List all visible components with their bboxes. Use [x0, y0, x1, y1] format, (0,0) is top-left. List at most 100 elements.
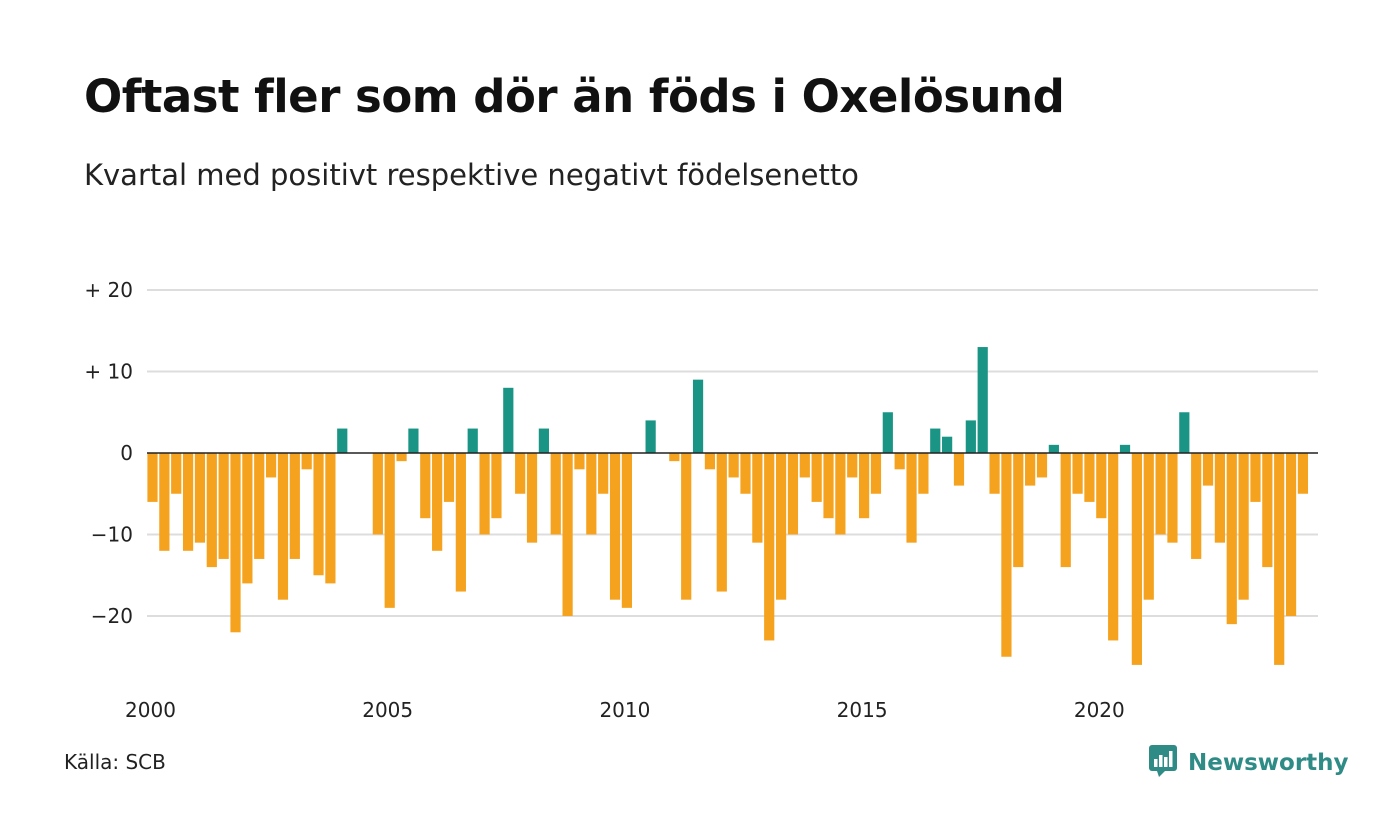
bar-negative	[1202, 453, 1214, 486]
x-tick-labels: 2000 2005 2010 2015 2020	[125, 698, 1125, 722]
bar-negative	[1084, 453, 1095, 502]
bar-negative	[894, 453, 905, 470]
bar-negative	[194, 453, 206, 543]
bar-negative	[455, 453, 466, 592]
bar-negative	[479, 453, 490, 535]
bar-negative	[811, 453, 822, 502]
bar-negative	[1001, 453, 1012, 657]
bar-negative	[953, 453, 965, 486]
bar-chart: + 20 + 10 0 −10 −20 2000 2005 2010 2015 2020	[84, 278, 1318, 722]
bar-negative	[989, 453, 1000, 494]
bar-negative	[823, 453, 834, 519]
bar-negative	[182, 453, 194, 551]
bar-positive	[645, 420, 656, 453]
bar-negative	[147, 453, 158, 502]
bar-negative	[254, 453, 265, 559]
bar-negative	[1191, 453, 1202, 559]
bar-negative	[1072, 453, 1083, 494]
x-tick-label: 2000	[125, 698, 176, 722]
bar-negative	[1238, 453, 1249, 600]
y-tick-labels: + 20 + 10 0 −10 −20	[84, 278, 133, 628]
bar-negative	[443, 453, 455, 502]
bar-negative	[859, 453, 870, 519]
bar-negative	[526, 453, 538, 543]
bar-negative	[1060, 453, 1071, 568]
bar-negative	[1285, 453, 1297, 616]
bar-negative	[218, 453, 229, 559]
bar-positive	[538, 428, 549, 453]
bar-negative	[396, 453, 407, 462]
bar-negative	[289, 453, 300, 559]
bar-negative	[728, 453, 739, 478]
bar-positive	[942, 436, 953, 453]
bar-negative	[918, 453, 929, 494]
brand-name: Newsworthy	[1188, 750, 1349, 776]
bar-negative	[206, 453, 217, 568]
bar-negative	[574, 453, 585, 470]
y-tick-label: + 20	[84, 278, 133, 302]
bar-negative	[586, 453, 597, 535]
bar-negative	[1262, 453, 1273, 568]
bar-positive	[692, 379, 704, 453]
bar-negative	[1274, 453, 1285, 665]
chart-title: Oftast fler som dör än föds i Oxelösund	[84, 70, 1065, 123]
bar-negative	[1214, 453, 1225, 543]
x-tick-label: 2015	[837, 698, 888, 722]
bar-negative	[515, 453, 526, 494]
bar-positive	[1179, 412, 1190, 453]
bar-positive	[965, 420, 976, 453]
bar-negative	[230, 453, 241, 633]
bar-negative	[277, 453, 289, 600]
bar-negative	[171, 453, 182, 494]
bar-negative	[870, 453, 882, 494]
y-tick-label: 0	[120, 441, 133, 465]
bars	[147, 347, 1309, 665]
gridlines	[147, 289, 1318, 617]
bar-negative	[740, 453, 751, 494]
source-note: Källa: SCB	[64, 750, 166, 774]
bar-negative	[775, 453, 787, 600]
bar-negative	[906, 453, 917, 543]
brand-logo[interactable]: Newsworthy	[1148, 744, 1349, 782]
bar-positive	[408, 428, 419, 453]
bar-negative	[384, 453, 395, 608]
bar-negative	[372, 453, 383, 535]
chart-subtitle: Kvartal med positivt respektive negativt…	[84, 158, 859, 192]
bar-negative	[1036, 453, 1048, 478]
y-tick-label: −20	[91, 604, 133, 628]
bar-negative	[432, 453, 443, 551]
bar-negative	[764, 453, 775, 641]
bar-negative	[550, 453, 561, 535]
bar-positive	[503, 387, 514, 453]
bar-positive	[1119, 444, 1131, 453]
bar-negative	[1108, 453, 1119, 641]
bar-negative	[1297, 453, 1309, 494]
bar-negative	[681, 453, 692, 600]
x-tick-label: 2010	[599, 698, 650, 722]
bar-negative	[716, 453, 727, 592]
bar-negative	[313, 453, 324, 576]
bar-negative	[491, 453, 502, 519]
bar-negative	[1226, 453, 1237, 625]
bar-positive	[930, 428, 941, 453]
bar-negative	[1096, 453, 1107, 519]
y-tick-label: −10	[91, 523, 133, 547]
bar-negative	[420, 453, 431, 519]
bar-negative	[704, 453, 716, 470]
bar-negative	[609, 453, 621, 600]
bar-positive	[1048, 444, 1059, 453]
bar-positive	[882, 412, 893, 453]
bar-negative	[1013, 453, 1024, 568]
bar-positive	[467, 428, 478, 453]
bar-negative	[325, 453, 336, 584]
bar-negative	[787, 453, 799, 535]
bar-negative	[1167, 453, 1178, 543]
bar-negative	[1250, 453, 1261, 502]
x-tick-label: 2020	[1074, 698, 1125, 722]
bar-negative	[301, 453, 312, 470]
bar-negative	[1143, 453, 1154, 600]
bar-positive	[337, 428, 348, 453]
newsworthy-logo-icon	[1148, 744, 1178, 782]
bar-negative	[621, 453, 632, 608]
bar-negative	[835, 453, 846, 535]
